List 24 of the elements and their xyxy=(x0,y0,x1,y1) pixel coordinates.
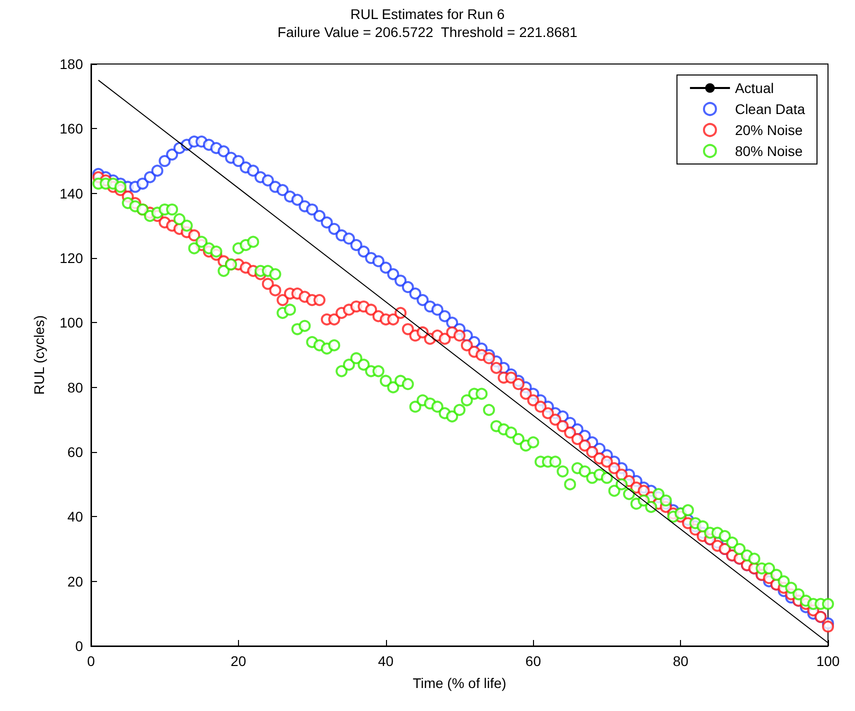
chart-title: RUL Estimates for Run 6 xyxy=(350,6,505,22)
x-tick-label: 60 xyxy=(525,653,542,669)
y-tick-label: 40 xyxy=(67,508,84,525)
y-tick-label: 120 xyxy=(60,250,84,266)
y-tick-label: 80 xyxy=(67,379,84,396)
y-axis-title: RUL (cycles) xyxy=(31,315,47,395)
x-tick-label: 100 xyxy=(816,653,840,669)
legend-label: 80% Noise xyxy=(734,143,803,159)
legend-label: 20% Noise xyxy=(734,122,803,138)
legend-label: Actual xyxy=(734,80,774,96)
y-tick-label: 100 xyxy=(60,314,84,331)
y-tick-label: 60 xyxy=(67,444,84,460)
y-tick-label: 160 xyxy=(60,120,84,137)
y-tick-label: 0 xyxy=(75,638,84,654)
x-tick-label: 20 xyxy=(230,653,246,669)
legend-label: Clean Data xyxy=(734,101,806,117)
x-tick-label: 80 xyxy=(672,653,689,669)
y-tick-label: 20 xyxy=(67,573,84,590)
chart-subtitle: Failure Value = 206.5722 Threshold = 221.8681 xyxy=(278,24,578,40)
x-axis-title: Time (% of life) xyxy=(412,675,506,691)
x-tick-label: 0 xyxy=(87,653,96,669)
y-tick-label: 140 xyxy=(60,185,84,202)
y-tick-label: 180 xyxy=(60,56,84,72)
x-tick-label: 40 xyxy=(378,653,394,669)
